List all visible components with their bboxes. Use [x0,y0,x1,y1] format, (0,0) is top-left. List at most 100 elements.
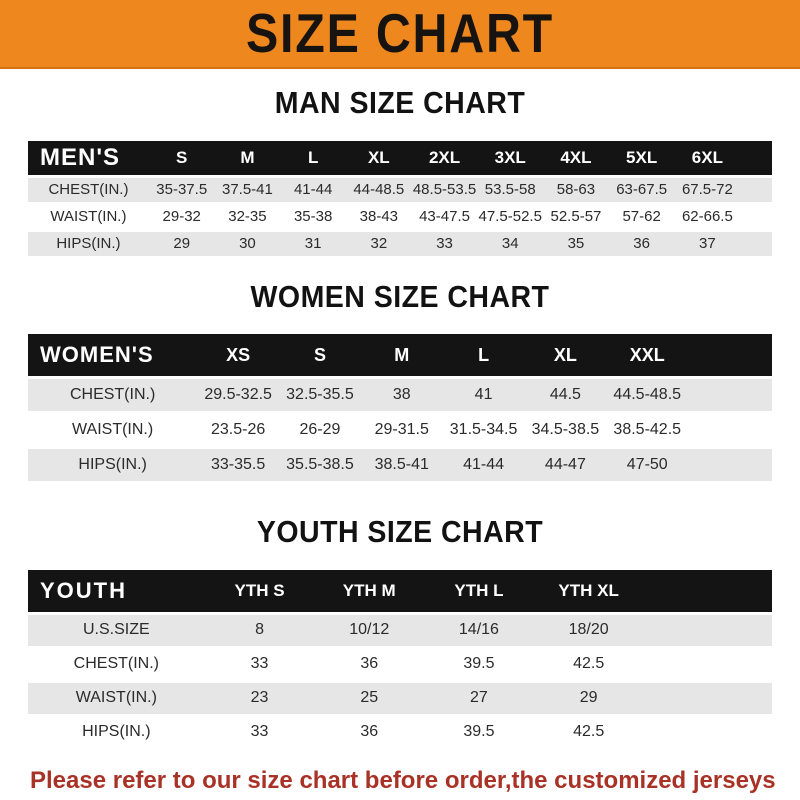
women-size-table: WOMEN'S XS S M L XL XXL CHEST(IN.) 29.5-32.5 32.5… [28,331,772,484]
header-spacer-cell [688,334,772,377]
value-cell: 33 [411,231,478,256]
value-cell: 36 [314,648,425,680]
table-row: HIPS(IN.) 33 36 39.5 42.5 [28,716,772,748]
table-row: WAIST(IN.) 29-32 32-35 35-38 38-43 43-47.5 47.… [28,204,772,229]
column-header-cell: 3XL [477,140,544,175]
value-cell: 53.5-58 [477,177,544,202]
value-cell: 44.5-48.5 [606,379,689,412]
value-cell: 38 [360,379,443,412]
column-header-cell: 5XL [608,140,675,175]
table-row: CHEST(IN.) 29.5-32.5 32.5-35.5 38 41 44.5 44.5… [28,379,772,412]
value-cell: 35-37.5 [148,177,215,202]
value-cell: 29 [533,682,644,714]
value-cell: 41-44 [280,177,346,202]
value-cell: 34 [477,231,544,256]
value-cell: 38.5-41 [360,449,443,482]
row-spacer-cell [643,682,772,714]
value-cell: 35-38 [280,204,346,229]
value-cell: 44.5 [524,379,607,412]
column-header-cell: XXL [606,334,689,377]
column-header-cell: 6XL [674,140,741,175]
table-row: HIPS(IN.) 29 30 31 32 33 34 35 36 37 [28,231,772,256]
disclaimer: Please refer to our size chart before or… [30,765,780,800]
value-cell: 63-67.5 [608,177,675,202]
value-cell: 35 [543,231,609,256]
women-size-section: WOMEN SIZE CHART WOMEN'S XS S M L XL XXL CHEST(… [28,279,772,485]
value-cell: 38-43 [345,204,412,229]
value-cell: 44-48.5 [345,177,412,202]
row-spacer-cell [688,414,772,447]
value-cell: 37.5-41 [214,177,281,202]
table-row: CHEST(IN.) 33 36 39.5 42.5 [28,648,772,680]
column-header-cell: M [360,334,443,377]
row-label-cell: WAIST(IN.) [28,414,198,447]
column-header-cell: 4XL [543,140,609,175]
value-cell: 10/12 [314,614,425,646]
row-spacer-cell [740,204,772,229]
row-spacer-cell [688,449,772,482]
table-header-row: MEN'S S M L XL 2XL 3XL 4XL 5XL 6XL [28,140,772,175]
value-cell: 29.5-32.5 [197,379,280,412]
value-cell: 58-63 [543,177,609,202]
value-cell: 39.5 [424,716,534,748]
column-header-cell: S [279,334,361,377]
value-cell: 34.5-38.5 [524,414,607,447]
row-label-cell: WAIST(IN.) [28,682,205,714]
table-row: HIPS(IN.) 33-35.5 35.5-38.5 38.5-41 41-44 44-… [28,449,772,482]
column-header-cell: YTH S [204,569,315,612]
row-label-cell: WAIST(IN.) [28,204,149,229]
row-spacer-cell [643,614,772,646]
table-row: WAIST(IN.) 23 25 27 29 [28,682,772,714]
value-cell: 25 [314,682,425,714]
value-cell: 32 [345,231,412,256]
value-cell: 43-47.5 [411,204,478,229]
value-cell: 67.5-72 [674,177,741,202]
value-cell: 39.5 [424,648,534,680]
banner-title: SIZE CHART [246,2,554,64]
row-spacer-cell [643,716,772,748]
value-cell: 62-66.5 [674,204,741,229]
value-cell: 32-35 [214,204,281,229]
column-header-cell: XS [197,334,280,377]
row-label-cell: CHEST(IN.) [28,379,198,412]
women-section-heading: WOMEN SIZE CHART [250,278,550,314]
value-cell: 29 [148,231,215,256]
value-cell: 23.5-26 [197,414,280,447]
youth-size-section: YOUTH SIZE CHART YOUTH YTH S YTH M YTH L YTH… [28,514,772,751]
value-cell: 27 [424,682,534,714]
value-cell: 48.5-53.5 [411,177,478,202]
value-cell: 41 [442,379,525,412]
column-header-cell: YTH M [314,569,425,612]
man-section-heading: MAN SIZE CHART [274,85,526,120]
value-cell: 38.5-42.5 [606,414,689,447]
value-cell: 47.5-52.5 [477,204,544,229]
value-cell: 42.5 [533,716,644,748]
value-cell: 18/20 [533,614,644,646]
column-header-cell: YTH XL [533,569,644,612]
column-header-cell: L [280,140,346,175]
value-cell: 35.5-38.5 [279,449,361,482]
row-label-cell: CHEST(IN.) [28,177,149,202]
value-cell: 42.5 [533,648,644,680]
table-header-row: YOUTH YTH S YTH M YTH L YTH XL [28,569,772,612]
table-row: CHEST(IN.) 35-37.5 37.5-41 41-44 44-48.5 48.5… [28,177,772,202]
value-cell: 57-62 [608,204,675,229]
row-label-cell: U.S.SIZE [28,614,205,646]
column-header-cell: S [148,140,215,175]
row-label-cell: HIPS(IN.) [28,231,149,256]
row-spacer-cell [688,379,772,412]
size-chart-banner: SIZE CHART [0,0,800,69]
value-cell: 33-35.5 [197,449,280,482]
table-header-row: WOMEN'S XS S M L XL XXL [28,334,772,377]
disclaimer-line-1: Please refer to our size chart before or… [30,766,776,800]
row-label-cell: CHEST(IN.) [28,648,205,680]
row-spacer-cell [740,177,772,202]
column-header-cell: 2XL [411,140,478,175]
man-size-section: MAN SIZE CHART MEN'S S M L XL 2XL 3XL 4XL 5XL 6XL… [28,85,772,259]
value-cell: 32.5-35.5 [279,379,361,412]
column-header-cell: XL [345,140,412,175]
value-cell: 29-32 [148,204,215,229]
header-spacer-cell [740,140,772,175]
row-label-cell: HIPS(IN.) [28,449,198,482]
value-cell: 29-31.5 [360,414,443,447]
